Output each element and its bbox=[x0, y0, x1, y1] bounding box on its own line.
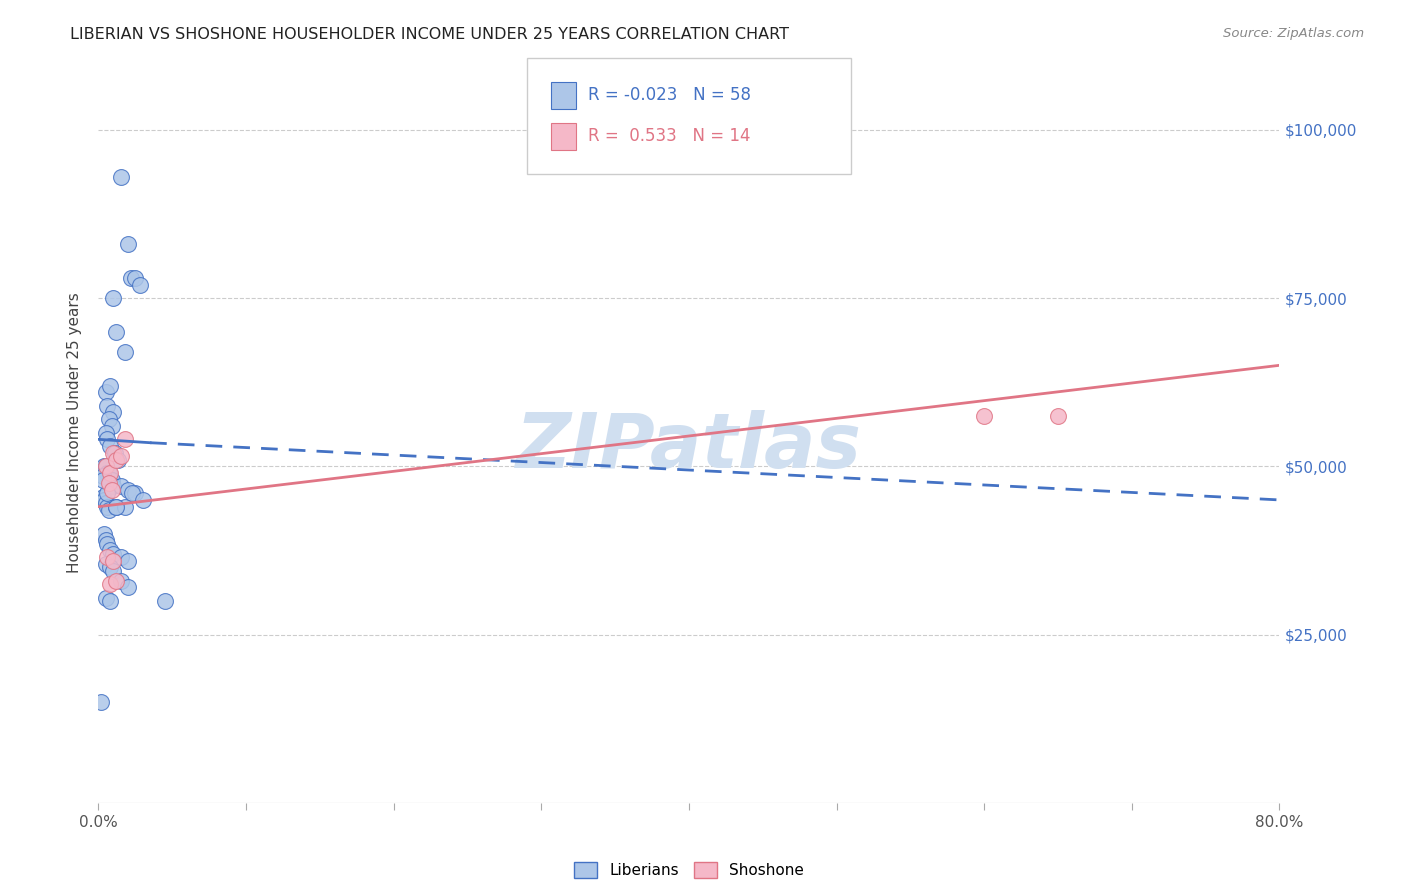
Point bbox=[97, 503, 120, 517]
Point bbox=[93, 459, 115, 474]
Point bbox=[105, 500, 128, 514]
Point bbox=[100, 418, 122, 433]
Point bbox=[94, 557, 117, 571]
Point bbox=[98, 543, 121, 558]
Point bbox=[98, 594, 121, 608]
Point bbox=[110, 169, 132, 184]
Point bbox=[98, 473, 121, 487]
Point bbox=[110, 479, 132, 493]
Point bbox=[93, 492, 115, 507]
Point bbox=[104, 446, 127, 460]
Point bbox=[94, 459, 117, 474]
Point bbox=[117, 553, 139, 567]
Point bbox=[98, 378, 121, 392]
Point bbox=[96, 550, 118, 565]
Point bbox=[105, 325, 128, 339]
Point bbox=[1047, 409, 1070, 423]
Point bbox=[98, 560, 121, 574]
Point bbox=[124, 486, 146, 500]
Text: R = -0.023   N = 58: R = -0.023 N = 58 bbox=[588, 87, 751, 104]
Point bbox=[97, 412, 120, 426]
Point bbox=[94, 425, 117, 440]
Point bbox=[93, 526, 115, 541]
Point bbox=[117, 237, 139, 252]
Point bbox=[103, 479, 125, 493]
Point bbox=[105, 500, 128, 514]
Point bbox=[90, 695, 112, 709]
Point bbox=[117, 483, 139, 497]
Point bbox=[94, 533, 117, 548]
Point bbox=[96, 399, 118, 413]
Point bbox=[153, 594, 176, 608]
Point bbox=[94, 385, 117, 400]
Point bbox=[110, 550, 132, 565]
Point bbox=[114, 344, 136, 359]
Point bbox=[103, 564, 125, 578]
Legend: Liberians, Shoshone: Liberians, Shoshone bbox=[567, 855, 811, 886]
Point bbox=[96, 536, 118, 550]
Point bbox=[110, 449, 132, 463]
Point bbox=[91, 490, 114, 504]
Point bbox=[94, 591, 117, 605]
Point bbox=[96, 500, 118, 514]
Point bbox=[107, 452, 129, 467]
Point bbox=[103, 553, 125, 567]
Text: R =  0.533   N = 14: R = 0.533 N = 14 bbox=[588, 128, 751, 145]
Text: ZIPatlas: ZIPatlas bbox=[516, 410, 862, 484]
Point bbox=[94, 459, 117, 474]
Point bbox=[96, 486, 118, 500]
Point bbox=[105, 452, 128, 467]
Point bbox=[100, 483, 122, 497]
Point bbox=[103, 291, 125, 305]
Y-axis label: Householder Income Under 25 years: Householder Income Under 25 years bbox=[67, 293, 83, 573]
Point bbox=[114, 500, 136, 514]
Point bbox=[97, 466, 120, 480]
Point bbox=[103, 446, 125, 460]
Point bbox=[98, 577, 121, 591]
Point bbox=[121, 486, 143, 500]
Point bbox=[124, 270, 146, 285]
Point bbox=[973, 409, 995, 423]
Point bbox=[114, 433, 136, 447]
Point bbox=[94, 496, 117, 510]
Point bbox=[105, 574, 128, 588]
Point bbox=[100, 473, 122, 487]
Point bbox=[103, 547, 125, 561]
Point bbox=[96, 433, 118, 447]
Point bbox=[96, 466, 118, 480]
Text: LIBERIAN VS SHOSHONE HOUSEHOLDER INCOME UNDER 25 YEARS CORRELATION CHART: LIBERIAN VS SHOSHONE HOUSEHOLDER INCOME … bbox=[70, 27, 789, 42]
Point bbox=[91, 469, 114, 483]
Point bbox=[97, 476, 120, 491]
Point bbox=[120, 270, 142, 285]
Point bbox=[132, 492, 155, 507]
Point bbox=[110, 574, 132, 588]
Text: Source: ZipAtlas.com: Source: ZipAtlas.com bbox=[1223, 27, 1364, 40]
Point bbox=[128, 277, 150, 292]
Point bbox=[91, 473, 114, 487]
Point bbox=[98, 466, 121, 480]
Point bbox=[98, 439, 121, 453]
Point bbox=[103, 405, 125, 419]
Point bbox=[117, 581, 139, 595]
